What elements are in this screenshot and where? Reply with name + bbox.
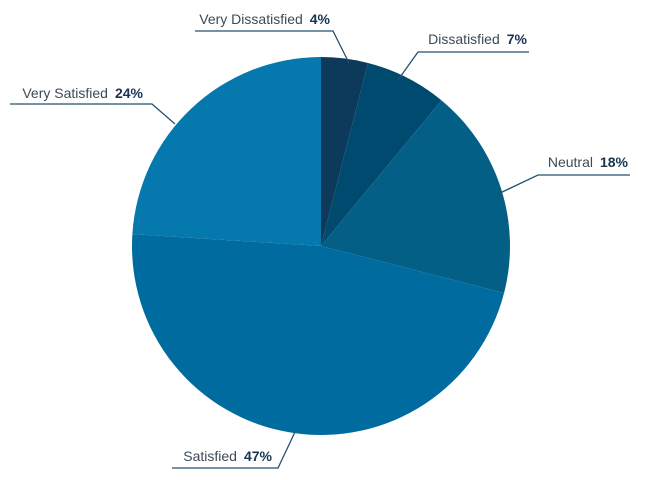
leader-line-neutral bbox=[497, 174, 630, 195]
pie-slice-very-dissatisfied bbox=[321, 57, 368, 246]
pie-slice-satisfied bbox=[131, 234, 505, 436]
slice-label-value: 24% bbox=[115, 85, 144, 101]
leader-line-very-dissatisfied bbox=[195, 30, 350, 64]
pie-slice-neutral bbox=[321, 100, 510, 294]
slice-label-very-satisfied: Very Satisfied 24% bbox=[22, 85, 143, 101]
leader-line-satisfied bbox=[172, 431, 296, 469]
slice-label-value: 47% bbox=[244, 448, 273, 464]
slice-label-dissatisfied: Dissatisfied 7% bbox=[428, 31, 527, 47]
slice-label-name: Satisfied bbox=[183, 448, 244, 464]
slice-label-name: Neutral bbox=[548, 154, 600, 170]
leader-line-very-satisfied bbox=[10, 103, 176, 125]
slice-label-name: Very Satisfied bbox=[22, 85, 115, 101]
leader-line-dissatisfied bbox=[397, 51, 529, 81]
slice-label-very-dissatisfied: Very Dissatisfied 4% bbox=[199, 11, 330, 27]
pie-slice-dissatisfied bbox=[321, 62, 442, 246]
slice-label-satisfied: Satisfied 47% bbox=[183, 448, 272, 464]
slice-label-name: Very Dissatisfied bbox=[199, 11, 309, 27]
slice-label-neutral: Neutral 18% bbox=[548, 154, 629, 170]
slice-label-value: 18% bbox=[600, 154, 629, 170]
pie-labels: Very Dissatisfied 4% Dissatisfied 7% Neutr… bbox=[10, 11, 630, 469]
pie-slices bbox=[131, 57, 510, 436]
slice-label-value: 4% bbox=[310, 11, 331, 27]
slice-label-name: Dissatisfied bbox=[428, 31, 507, 47]
slice-label-value: 7% bbox=[507, 31, 528, 47]
pie-slice-very-satisfied bbox=[132, 57, 321, 246]
